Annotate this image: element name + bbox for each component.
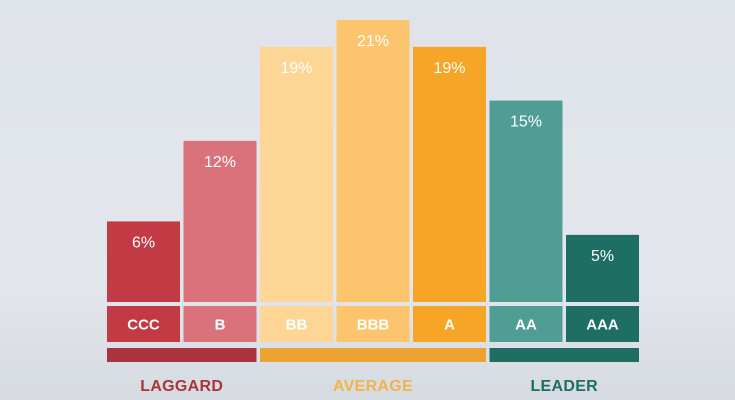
group-bands-layer: LAGGARD AVERAGE LEADER <box>107 348 639 395</box>
group-label-leader: LEADER <box>530 378 598 395</box>
category-label-bb: BB <box>286 317 308 334</box>
value-label-aa: 15% <box>510 114 542 131</box>
category-box-aa <box>489 306 563 342</box>
value-label-ccc: 6% <box>132 234 155 251</box>
bar-aaa <box>566 234 639 302</box>
category-box-aaa <box>566 306 639 342</box>
category-box-ccc <box>107 306 180 342</box>
bar-a <box>413 46 486 302</box>
value-label-b: 12% <box>204 154 236 171</box>
bar-aa <box>489 100 563 302</box>
category-label-b: B <box>215 317 226 334</box>
category-box-a <box>413 306 486 342</box>
bar-bb <box>260 46 333 302</box>
category-box-bb <box>260 306 333 342</box>
group-label-average: AVERAGE <box>333 378 413 395</box>
category-box-bbb <box>336 306 410 342</box>
category-label-ccc: CCC <box>127 317 160 334</box>
category-label-aaa: AAA <box>586 317 619 334</box>
group-label-laggard: LAGGARD <box>140 378 223 395</box>
value-label-bbb: 21% <box>357 33 389 50</box>
group-band-average <box>260 348 486 362</box>
category-label-a: A <box>444 317 455 334</box>
value-label-a: 19% <box>433 60 465 77</box>
group-band-laggard <box>107 348 257 362</box>
value-label-bb: 19% <box>280 60 312 77</box>
bar-bbb <box>336 20 410 302</box>
group-band-leader <box>489 348 639 362</box>
category-label-aa: AA <box>515 317 537 334</box>
bar-b <box>183 140 257 302</box>
category-label-bbb: BBB <box>357 317 390 334</box>
value-label-aaa: 5% <box>591 248 614 265</box>
category-box-b <box>183 306 257 342</box>
bars-layer: 6% 12% 19% 21% 19% 15% 5% <box>107 20 639 302</box>
bar-ccc <box>107 221 180 302</box>
category-labels-layer: CCC B BB BBB A AA AAA <box>107 306 639 342</box>
